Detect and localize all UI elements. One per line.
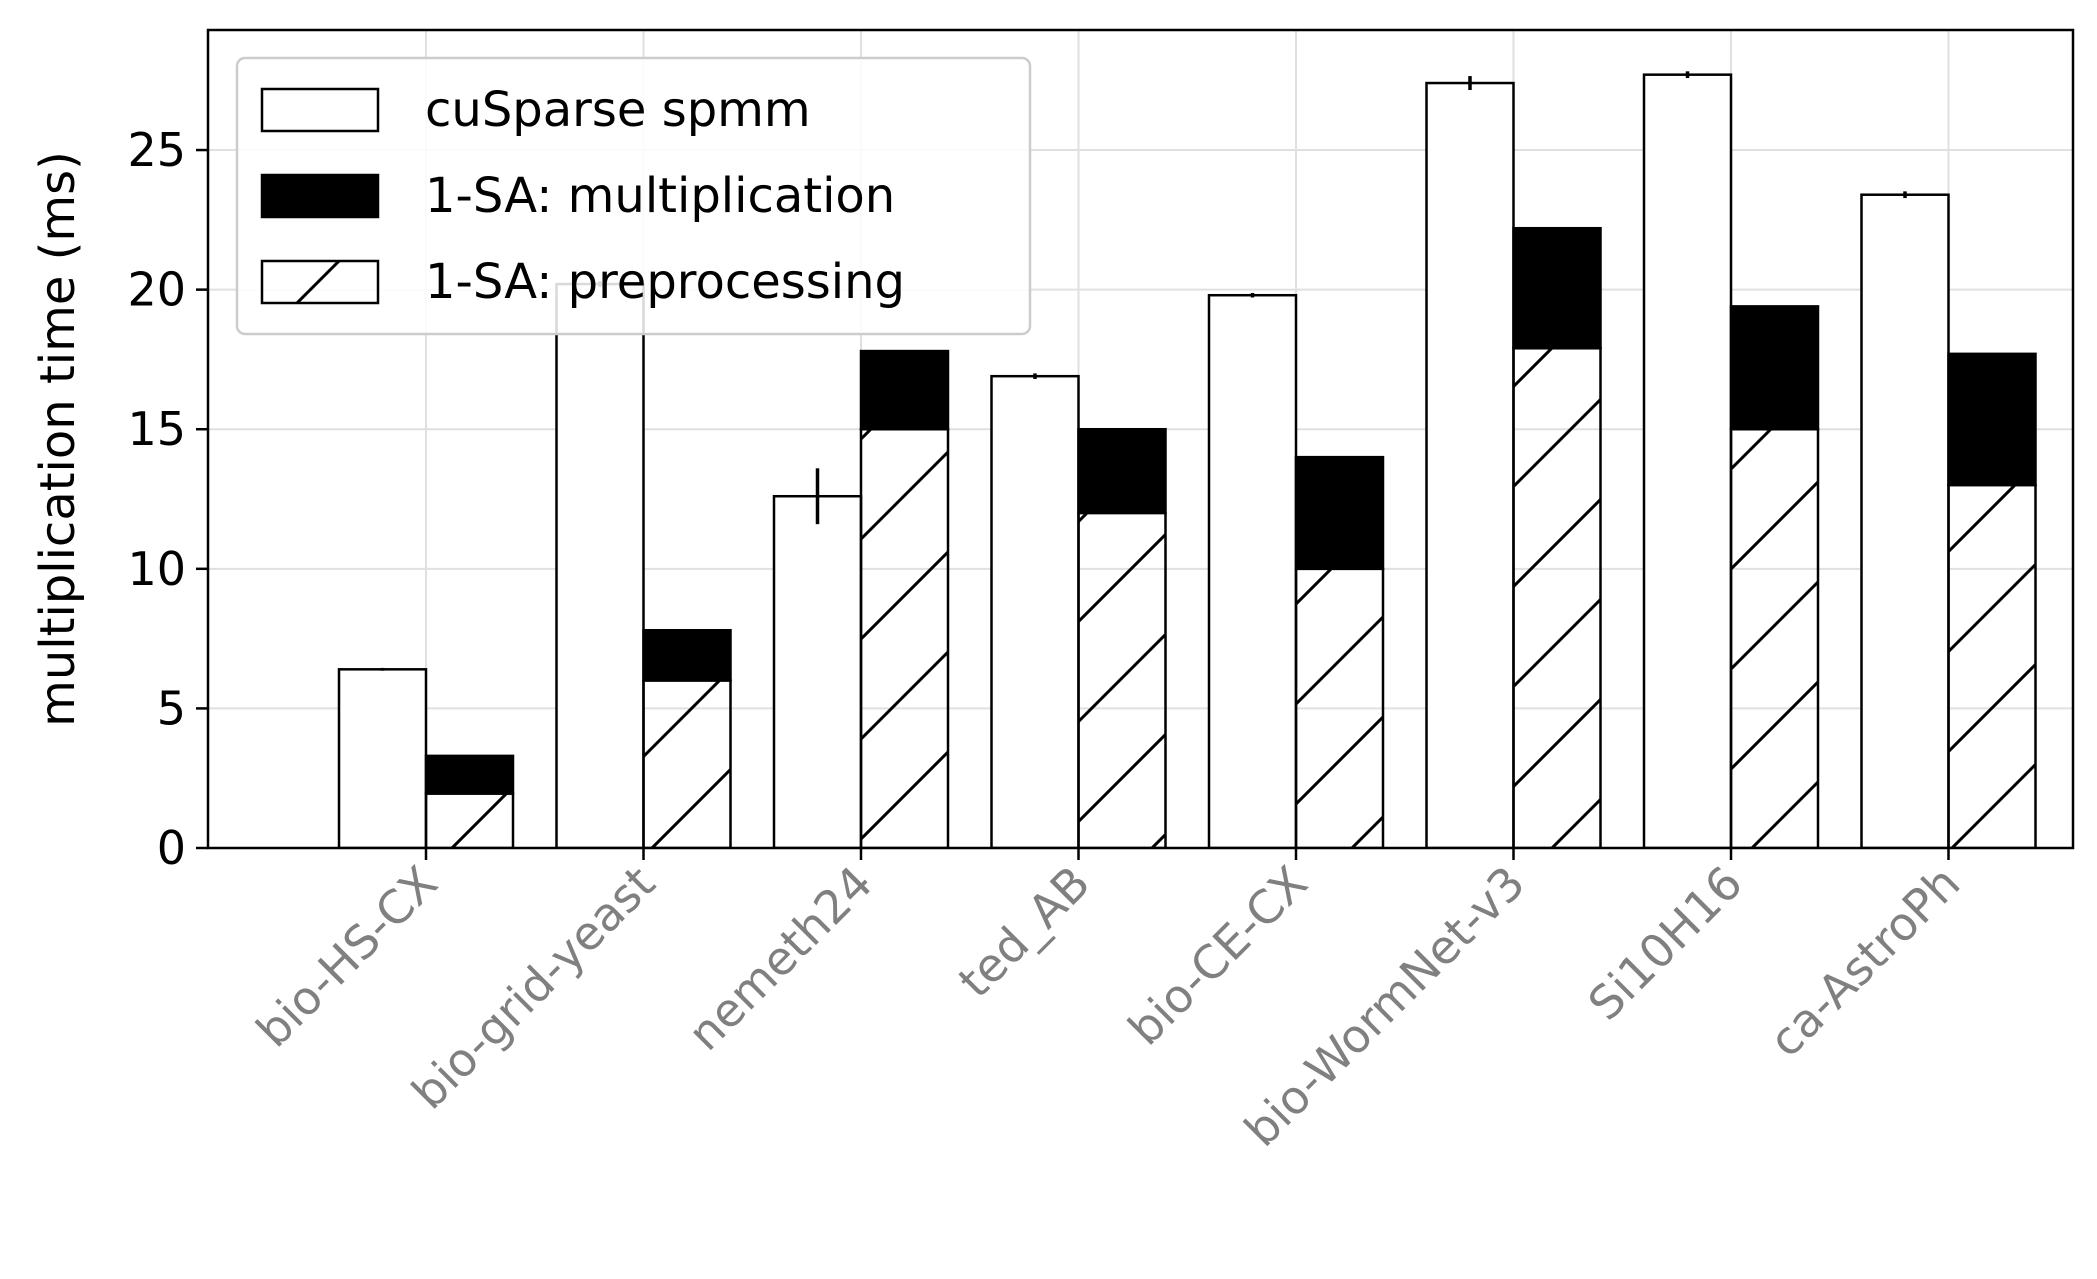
bar-1sa-preprocessing xyxy=(1294,567,1385,848)
legend-entry-label: cuSparse spmm xyxy=(425,82,811,138)
y-tick-label: 10 xyxy=(127,542,186,596)
legend-box xyxy=(235,56,1032,336)
y-axis-title: multiplication time (ms) xyxy=(30,151,86,727)
y-tick-label: 15 xyxy=(127,402,186,456)
x-tick-label: ted_AB xyxy=(948,856,1100,1008)
bar-cusparse-spmm xyxy=(990,374,1080,848)
bar-1sa-multiplication xyxy=(424,754,515,795)
x-tick-label: nemeth24 xyxy=(678,856,883,1061)
bar-1sa-preprocessing xyxy=(424,792,515,848)
bar-cusparse-spmm xyxy=(1207,293,1298,848)
bar-cusparse-spmm xyxy=(1642,73,1733,848)
plot-area-frame xyxy=(206,28,2075,850)
bar-cusparse-spmm xyxy=(1860,193,1950,848)
y-axis: 0 5 10 15 20 25 xyxy=(127,123,208,875)
bar-1sa-multiplication xyxy=(1077,427,1167,515)
x-tick-label: bio-HS-CX xyxy=(246,856,448,1058)
bar-1sa-multiplication xyxy=(1947,352,2037,487)
bar-1sa-preprocessing xyxy=(1729,427,1820,848)
legend-swatch xyxy=(260,173,380,219)
y-tick-label: 25 xyxy=(127,123,186,177)
bar-1sa-preprocessing xyxy=(642,679,732,848)
x-tick-label: Si10H16 xyxy=(1578,856,1753,1031)
legend-entry-label: 1-SA: preprocessing xyxy=(425,254,905,310)
bar-cusparse-spmm xyxy=(337,668,428,848)
bar-1sa-multiplication xyxy=(642,628,732,682)
legend: cuSparse spmm 1-SA: multiplication 1-SA: p… xyxy=(235,56,1032,336)
bar-1sa-preprocessing xyxy=(859,427,950,848)
bar-1sa-preprocessing xyxy=(1947,483,2037,848)
y-tick-label: 0 xyxy=(157,821,186,875)
bar-1sa-multiplication xyxy=(1729,305,1820,431)
bar-1sa-preprocessing xyxy=(1077,511,1167,848)
y-tick-label: 20 xyxy=(127,263,186,317)
bar-1sa-multiplication xyxy=(1294,455,1385,571)
bar-1sa-preprocessing xyxy=(1512,347,1602,848)
bar-1sa-multiplication xyxy=(1512,226,1602,350)
y-tick-label: 5 xyxy=(157,681,186,735)
bar-1sa-multiplication xyxy=(859,349,950,431)
legend-swatch xyxy=(260,87,380,133)
bar-cusparse-spmm xyxy=(1425,81,1515,848)
legend-swatch xyxy=(260,259,380,305)
bar-cusparse-spmm xyxy=(555,282,645,848)
bar-cusparse-spmm xyxy=(772,494,863,848)
error-bars xyxy=(380,71,1907,671)
legend-entry-label: 1-SA: multiplication xyxy=(425,168,895,224)
x-tick-label: ca-AstroPh xyxy=(1759,856,1971,1068)
x-tick-label: bio-CE-CX xyxy=(1118,856,1318,1056)
bars xyxy=(337,73,2037,848)
